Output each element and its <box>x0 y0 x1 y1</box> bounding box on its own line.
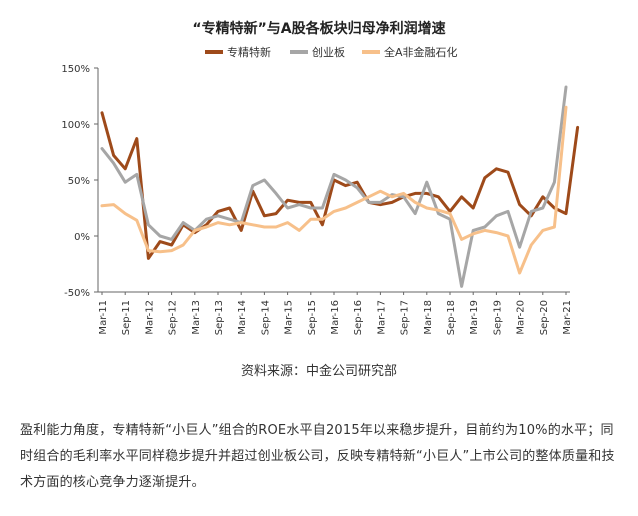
x-tick-label: Mar-19 <box>469 300 480 335</box>
y-tick-label: -50% <box>64 288 90 299</box>
y-tick-label: 100% <box>61 120 90 131</box>
legend-label-2: 创业板 <box>312 45 345 59</box>
legend-label-3: 全A非金融石化 <box>384 45 458 59</box>
x-tick-label: Mar-21 <box>562 300 573 335</box>
x-tick-label: Mar-18 <box>423 300 434 335</box>
x-tick-label: Sep-11 <box>121 300 132 335</box>
x-tick-label: Mar-15 <box>284 300 295 335</box>
x-tick-label: Sep-12 <box>168 300 179 335</box>
x-tick-label: Sep-14 <box>260 300 271 335</box>
y-tick-label: 50% <box>68 176 90 187</box>
x-tick-label: Mar-13 <box>191 300 202 335</box>
x-tick-label: Sep-20 <box>539 300 550 335</box>
x-tick-label: Sep-16 <box>353 300 364 335</box>
y-tick-label: 150% <box>61 64 90 75</box>
series-line-2 <box>100 85 568 288</box>
legend-label-1: 专精特新 <box>227 45 271 59</box>
source-note: 资料来源：中金公司研究部 <box>240 364 397 379</box>
x-tick-label: Mar-12 <box>144 300 155 335</box>
x-tick-label: Sep-17 <box>400 300 411 335</box>
chart-title: “专精特新”与A股各板块归母净利润增速 <box>192 21 446 37</box>
chart-svg: -50% 0% 50% 100% 150% Mar-11 Sep-11 Mar-12 Sep-1… <box>61 45 580 335</box>
x-tick-label: Sep-15 <box>307 300 318 335</box>
x-tick-label: Mar-16 <box>330 300 341 335</box>
y-tick-label: 0% <box>74 232 90 243</box>
x-tick-label: Sep-13 <box>214 300 225 335</box>
series-line-3 <box>100 105 568 275</box>
x-tick-label: Sep-19 <box>492 300 503 335</box>
x-tick-label: Sep-18 <box>446 300 457 335</box>
x-tick-label: Mar-17 <box>376 300 387 335</box>
body-paragraph: 盈利能力角度，专精特新“小巨人”组合的ROE水平自2015年以来稳步提升，目前约… <box>20 423 615 490</box>
x-tick-label: Mar-20 <box>516 300 527 335</box>
x-tick-label: Mar-11 <box>98 300 109 335</box>
series-line-1 <box>100 111 580 260</box>
x-tick-label: Mar-14 <box>237 300 248 335</box>
